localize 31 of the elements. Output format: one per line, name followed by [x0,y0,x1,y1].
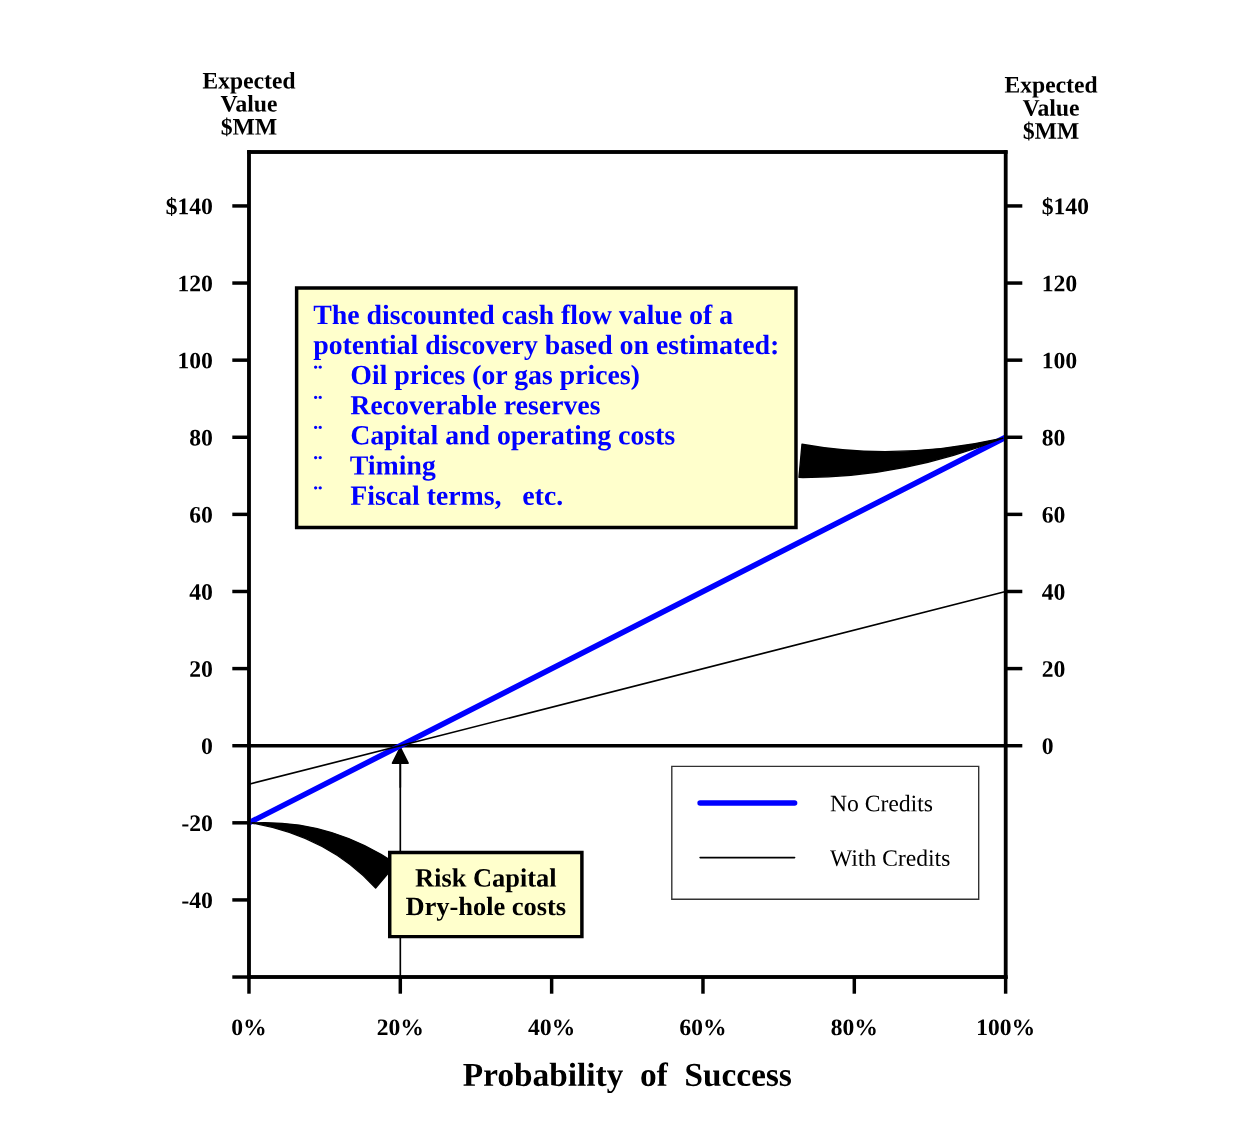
legend-label: No Credits [830,794,933,812]
y-tick-label: -20 [182,815,212,832]
y-axis-title: Expected Value $MM [202,72,296,137]
x-tick-label: 100% [978,1019,1033,1036]
y-tick-label: 60 [190,506,212,523]
y-tick-label: -40 [182,892,212,909]
x-axis-title: Probability of Success [463,1062,792,1093]
legend-label: With Credits [830,849,950,867]
y2-tick-label: 80 [1042,429,1065,446]
y-tick-label: 20 [190,661,212,678]
annotation: Risk Capital Dry-hole costs [406,868,566,921]
y2-tick-label: $140 [1042,197,1089,216]
y2-tick-label: 0 [1042,738,1053,755]
y2-tick-label: 120 [1043,275,1077,292]
y2-tick-label: 40 [1042,583,1065,600]
y2-axis-title: Expected Value $MM [1004,76,1098,141]
x-tick-label: 40% [528,1019,574,1036]
annotation: The discounted cash flow value of a potential discovery based on estimated: ¨ Oil prices (or gas prices) ¨ Recoverable reserves ¨ Capital and operating costs ¨ Timing ¨ Fiscal terms, etc. [313,304,777,510]
x-tick-label: 0% [232,1019,265,1036]
x-tick-label: 80% [831,1019,876,1036]
y-tick-label: 0 [201,738,212,755]
y-tick-label: 120 [179,275,212,292]
y-tick-label: 100 [179,352,212,369]
y-tick-label: $140 [166,197,212,216]
y-tick-label: 80 [190,429,212,446]
y2-tick-label: 20 [1042,661,1065,678]
y-tick-label: 40 [189,583,212,600]
x-tick-label: 20% [377,1019,422,1036]
x-tick-label: 60% [680,1019,725,1036]
y2-tick-label: 60 [1042,506,1065,523]
y2-tick-label: 100 [1043,352,1077,369]
